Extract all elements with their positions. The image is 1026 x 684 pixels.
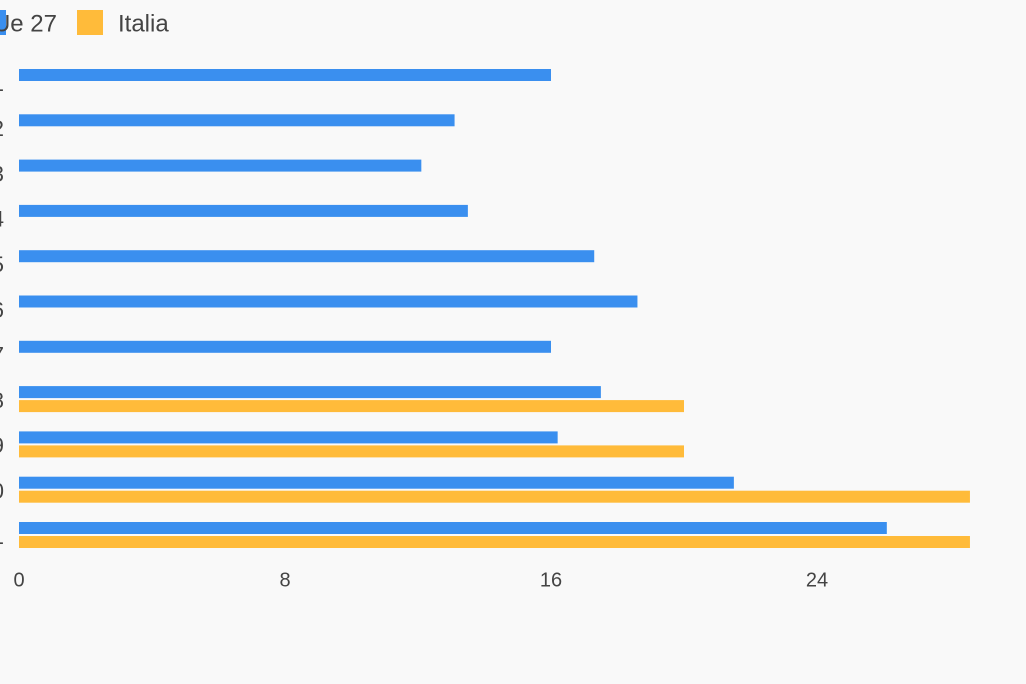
bar xyxy=(19,490,970,503)
bar xyxy=(19,476,734,489)
x-tick-label: 0 xyxy=(13,569,24,591)
bar xyxy=(19,340,551,353)
y-tick-label: 9 xyxy=(0,433,4,458)
bar xyxy=(19,536,970,548)
bar xyxy=(19,386,601,399)
x-tick-label: 8 xyxy=(279,569,290,591)
y-tick-label: 8 xyxy=(0,388,4,413)
bar xyxy=(19,250,595,263)
y-tick-label: 4 xyxy=(0,207,4,232)
bar xyxy=(19,522,887,534)
bar xyxy=(19,445,684,458)
bar xyxy=(19,69,551,81)
legend-swatch xyxy=(77,10,103,35)
bar xyxy=(19,159,422,172)
y-tick-label: 5 xyxy=(0,252,4,277)
x-tick-label: 16 xyxy=(540,569,562,591)
y-tick-label: 3 xyxy=(0,161,4,186)
legend-label: Italia xyxy=(118,10,169,37)
bar xyxy=(19,431,558,444)
legend-label: Ue 27 xyxy=(0,10,57,37)
bar xyxy=(19,295,638,308)
y-tick-label: 2 xyxy=(0,116,4,141)
y-tick-label: 0 xyxy=(0,479,4,504)
bar xyxy=(19,114,455,127)
bar xyxy=(19,204,468,217)
y-tick-label: 1 xyxy=(0,71,4,96)
bar xyxy=(19,400,684,413)
y-tick-label: 1 xyxy=(0,524,4,549)
y-tick-label: 6 xyxy=(0,297,4,322)
x-tick-label: 24 xyxy=(806,569,828,591)
legend-swatch xyxy=(0,10,6,35)
y-tick-label: 7 xyxy=(0,343,4,368)
